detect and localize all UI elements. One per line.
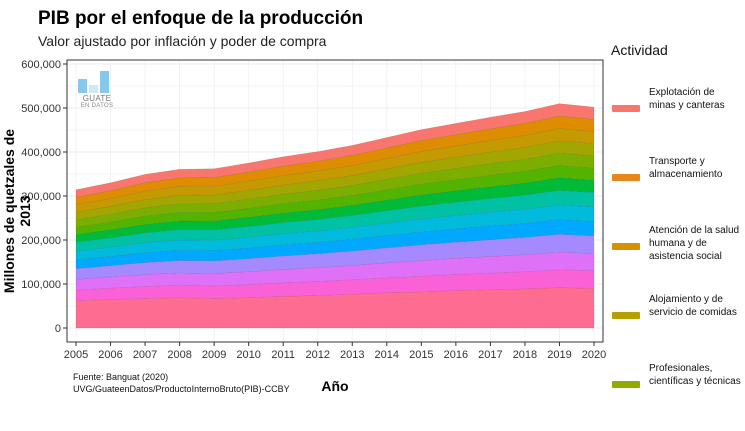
- legend: Explotación de minas y canteras Transport…: [612, 86, 742, 431]
- legend-key: [612, 105, 640, 112]
- y-axis: 0 100,000 200,000 300,000 400,000 500,000 600,…: [21, 59, 67, 335]
- x-tick-label: 2018: [513, 349, 537, 361]
- x-tick-label: 2012: [305, 349, 329, 361]
- area-band: [75, 269, 595, 301]
- y-tick-label: 100,000: [21, 279, 61, 291]
- x-tick-label: 2007: [133, 349, 157, 361]
- y-axis-label: Millones de quetzales de 2013: [1, 128, 33, 294]
- x-tick-label: 2019: [547, 349, 571, 361]
- chart-title: PIB por el enfoque de la producción: [38, 8, 364, 29]
- plot-border: [66, 59, 604, 343]
- y-tick-label: 500,000: [21, 103, 61, 115]
- area-band: [75, 251, 595, 291]
- legend-title: Actividad: [611, 42, 668, 58]
- x-tick-label: 2020: [582, 349, 606, 361]
- x-tick-label: 2014: [375, 349, 399, 361]
- logo-bar: [78, 79, 87, 93]
- legend-key: [612, 312, 640, 319]
- x-tick-label: 2013: [340, 349, 364, 361]
- logo-text: GUATE EN DATOS: [77, 94, 117, 110]
- logo-bar: [89, 85, 98, 93]
- legend-item: Explotación de minas y canteras: [612, 86, 742, 134]
- legend-item: Profesionales, científicas y técnicas: [612, 362, 742, 410]
- area-bands: [75, 103, 595, 329]
- caption-credit: UVG/GuateenDatos/ProductoInternoBruto(PI…: [73, 384, 290, 394]
- legend-key: [612, 243, 640, 250]
- y-tick-label: 0: [55, 323, 61, 335]
- legend-label: Alojamiento y de servicio de comidas: [649, 294, 737, 318]
- y-tick-label: 200,000: [21, 235, 61, 247]
- guate-en-datos-logo: GUATE EN DATOS: [77, 61, 115, 109]
- x-axis: 2005 2006 2007 2008 2009 2010 2011 2012 2013 2014…: [64, 342, 606, 361]
- y-tick-label: 600,000: [21, 59, 61, 71]
- x-tick-label: 2006: [98, 349, 122, 361]
- x-tick-label: 2009: [202, 349, 226, 361]
- legend-key: [612, 174, 640, 181]
- x-tick-label: 2011: [271, 349, 295, 361]
- logo-line1: GUATE: [82, 94, 112, 103]
- area-band: [75, 189, 595, 252]
- caption-source: Fuente: Banguat (2020): [73, 372, 169, 382]
- x-tick-label: 2017: [478, 349, 502, 361]
- area-band: [75, 219, 595, 269]
- x-axis-label: Año: [321, 378, 349, 394]
- legend-item: Atención de la salud humana y de asisten…: [612, 224, 742, 272]
- y-tick-label: 400,000: [21, 147, 61, 159]
- x-tick-label: 2005: [64, 349, 88, 361]
- y-tick-label: 300,000: [21, 191, 61, 203]
- x-tick-label: 2016: [444, 349, 468, 361]
- area-band: [75, 152, 595, 228]
- legend-label: Explotación de minas y canteras: [649, 87, 725, 111]
- caption: Fuente: Banguat (2020) UVG/GuateenDatos/…: [73, 371, 290, 395]
- logo-line2: EN DATOS: [80, 103, 114, 109]
- area-band: [75, 103, 595, 198]
- legend-label: Atención de la salud humana y de asisten…: [649, 225, 740, 262]
- legend-label: Profesionales, científicas y técnicas: [649, 363, 741, 387]
- x-tick-label: 2010: [236, 349, 260, 361]
- legend-label: Transporte y almacenamiento: [649, 156, 723, 180]
- legend-key: [612, 381, 640, 388]
- legend-item: Alojamiento y de servicio de comidas: [612, 293, 742, 341]
- x-tick-label: 2008: [167, 349, 191, 361]
- chart-canvas: 0 100,000 200,000 300,000 400,000 500,000 600,…: [21, 59, 606, 361]
- legend-item: Transporte y almacenamiento: [612, 155, 742, 203]
- area-band: [75, 233, 595, 280]
- chart-subtitle: Valor ajustado por inflación y poder de …: [38, 33, 327, 49]
- x-tick-label: 2015: [409, 349, 433, 361]
- logo-bar: [100, 71, 109, 93]
